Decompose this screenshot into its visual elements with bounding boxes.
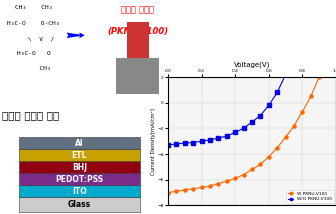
W/O PKNU-V100 — [267, 104, 271, 107]
Line: W PKNU-V100: W PKNU-V100 — [166, 24, 336, 194]
W PKNU-V100 — [267, 155, 271, 158]
Text: \  V  /: \ V / — [13, 36, 54, 41]
Bar — [19, 149, 140, 161]
W/O PKNU-V100 — [242, 127, 246, 130]
Bar — [127, 22, 149, 58]
W/O PKNU-V100 — [166, 144, 170, 146]
W PKNU-V100 — [225, 180, 229, 182]
W/O PKNU-V100 — [225, 135, 229, 137]
W PKNU-V100 — [216, 182, 220, 185]
Line: W/O PKNU-V100: W/O PKNU-V100 — [166, 0, 312, 147]
Text: BHJ: BHJ — [72, 163, 87, 172]
W PKNU-V100 — [300, 110, 304, 113]
Bar — [19, 161, 140, 173]
W/O PKNU-V100 — [200, 140, 204, 143]
Bar — [19, 173, 140, 185]
Bar — [116, 58, 159, 94]
W PKNU-V100 — [166, 191, 170, 194]
Bar — [19, 185, 140, 197]
W/O PKNU-V100 — [216, 137, 220, 139]
Text: H₃C-O   O: H₃C-O O — [17, 51, 50, 56]
W PKNU-V100 — [208, 185, 212, 187]
W PKNU-V100 — [233, 177, 237, 180]
W/O PKNU-V100 — [208, 139, 212, 141]
W/O PKNU-V100 — [300, 18, 304, 21]
Text: Al: Al — [75, 139, 84, 148]
X-axis label: Voltage(V): Voltage(V) — [234, 61, 270, 68]
W/O PKNU-V100 — [191, 141, 195, 144]
W/O PKNU-V100 — [250, 121, 254, 123]
W PKNU-V100 — [174, 190, 178, 193]
Text: ETL: ETL — [72, 151, 87, 160]
Text: CH₃: CH₃ — [17, 66, 50, 71]
Text: ITO: ITO — [72, 187, 87, 196]
W PKNU-V100 — [309, 95, 313, 98]
W PKNU-V100 — [258, 163, 262, 166]
W PKNU-V100 — [275, 146, 279, 149]
W/O PKNU-V100 — [258, 114, 262, 117]
W PKNU-V100 — [326, 53, 330, 55]
W/O PKNU-V100 — [174, 143, 178, 145]
Bar — [19, 197, 140, 212]
W/O PKNU-V100 — [284, 73, 288, 76]
W PKNU-V100 — [334, 24, 336, 27]
Y-axis label: Current Density[mA/cm²]: Current Density[mA/cm²] — [151, 108, 156, 175]
W PKNU-V100 — [317, 76, 321, 78]
W/O PKNU-V100 — [183, 142, 187, 144]
Text: 바나듬 산화물: 바나듬 산화물 — [121, 5, 154, 14]
W/O PKNU-V100 — [275, 91, 279, 94]
Text: PEDOT:PSS: PEDOT:PSS — [55, 175, 103, 184]
Text: H₃C-O    O-CH₃: H₃C-O O-CH₃ — [7, 21, 60, 26]
Bar — [19, 137, 140, 149]
Text: CH₃    CH₃: CH₃ CH₃ — [15, 5, 52, 10]
Text: (PKNU-V100): (PKNU-V100) — [107, 27, 168, 36]
W/O PKNU-V100 — [233, 131, 237, 134]
W PKNU-V100 — [242, 173, 246, 176]
W PKNU-V100 — [284, 136, 288, 139]
Text: Glass: Glass — [68, 200, 91, 209]
W PKNU-V100 — [191, 187, 195, 190]
Legend: W PKNU-V100, W/O PKNU-V100: W PKNU-V100, W/O PKNU-V100 — [286, 190, 334, 203]
Text: 바나듬 산화물 구조: 바나듬 산화물 구조 — [2, 110, 59, 120]
W PKNU-V100 — [200, 186, 204, 189]
W PKNU-V100 — [292, 125, 296, 127]
W PKNU-V100 — [250, 168, 254, 171]
W/O PKNU-V100 — [292, 50, 296, 53]
W PKNU-V100 — [183, 189, 187, 191]
